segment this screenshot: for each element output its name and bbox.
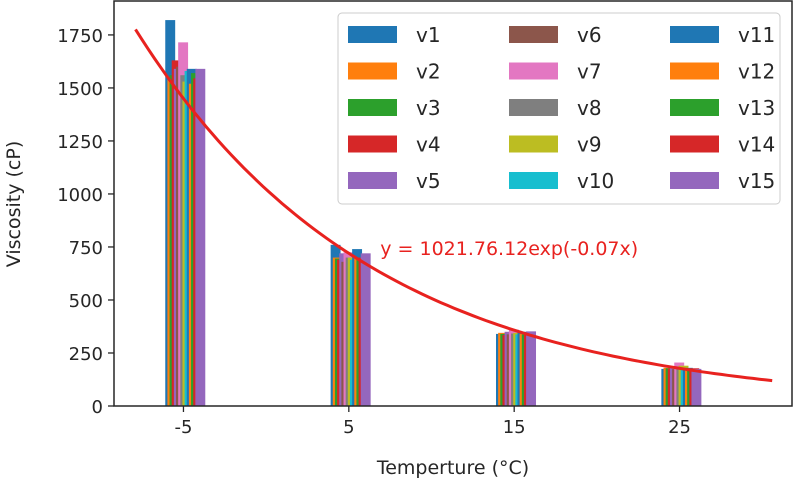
legend-label-v15: v15 bbox=[738, 169, 775, 193]
legend-swatch-v7 bbox=[509, 62, 558, 80]
y-tick-label: 1500 bbox=[57, 79, 103, 100]
y-tick-label: 0 bbox=[92, 397, 103, 418]
x-tick-label: 5 bbox=[343, 417, 354, 438]
legend-swatch-v8 bbox=[509, 99, 558, 116]
legend-label-v7: v7 bbox=[577, 60, 602, 84]
legend-swatch-v9 bbox=[509, 135, 558, 153]
x-axis-label: Temperture (°C) bbox=[376, 457, 529, 479]
legend-label-v13: v13 bbox=[738, 96, 775, 120]
y-tick-label: 1250 bbox=[57, 132, 103, 153]
legend-swatch-v3 bbox=[348, 99, 397, 116]
bar-v15-5 bbox=[360, 253, 371, 406]
legend-swatch-v2 bbox=[348, 62, 397, 80]
x-axis-ticks: -5 5 15 25 bbox=[174, 406, 691, 438]
legend-label-v1: v1 bbox=[416, 23, 441, 47]
legend-label-v11: v11 bbox=[738, 23, 775, 47]
legend-swatch-v1 bbox=[348, 26, 397, 43]
x-tick-label: 15 bbox=[503, 417, 526, 438]
y-axis-ticks: 0 250 500 750 1000 1250 1500 1750 bbox=[57, 26, 114, 418]
y-tick-label: 750 bbox=[69, 238, 103, 259]
legend-swatch-v15 bbox=[670, 172, 719, 189]
legend-swatch-v4 bbox=[348, 135, 397, 153]
legend-label-v5: v5 bbox=[416, 169, 441, 193]
legend-label-v9: v9 bbox=[577, 133, 602, 157]
legend-swatch-v10 bbox=[509, 172, 558, 189]
fit-equation-label: y = 1021.76.12exp(-0.07x) bbox=[380, 238, 638, 260]
legend-label-v8: v8 bbox=[577, 96, 602, 120]
legend-swatch-v5 bbox=[348, 172, 397, 189]
y-tick-label: 1750 bbox=[57, 26, 103, 47]
legend-swatch-v6 bbox=[509, 26, 558, 43]
y-tick-label: 500 bbox=[69, 291, 103, 312]
y-tick-label: 1000 bbox=[57, 185, 103, 206]
plot-frame bbox=[113, 0, 793, 407]
fit-curve bbox=[134, 28, 773, 383]
legend-swatch-v14 bbox=[670, 135, 719, 153]
y-axis-label: Viscosity (cP) bbox=[3, 141, 25, 267]
x-tick-label: -5 bbox=[174, 417, 192, 438]
legend-swatch-v12 bbox=[670, 62, 719, 80]
legend-label-v3: v3 bbox=[416, 96, 441, 120]
legend-label-v4: v4 bbox=[416, 133, 441, 157]
legend-swatch-v11 bbox=[670, 26, 719, 43]
y-tick-label: 250 bbox=[69, 344, 103, 365]
bar-v15-25 bbox=[691, 368, 702, 406]
legend-label-v14: v14 bbox=[738, 133, 775, 157]
legend-swatch-v13 bbox=[670, 99, 719, 116]
bar-v15--5 bbox=[195, 68, 206, 407]
legend-label-v12: v12 bbox=[738, 60, 775, 84]
x-tick-label: 25 bbox=[668, 417, 691, 438]
legend-label-v6: v6 bbox=[577, 23, 602, 47]
legend-label-v2: v2 bbox=[416, 60, 441, 84]
legend: v1 v2 v3 v4 v5 v6 v7 v8 v9 v10 v11 v12 v13 v14 v15 bbox=[337, 12, 781, 205]
legend-label-v10: v10 bbox=[577, 169, 614, 193]
bars-layer bbox=[165, 20, 702, 407]
bar-v15-15 bbox=[526, 331, 537, 406]
